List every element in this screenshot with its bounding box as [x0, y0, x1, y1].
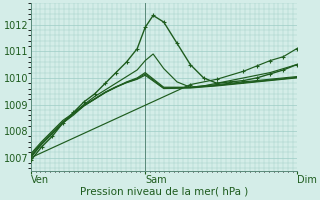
X-axis label: Pression niveau de la mer( hPa ): Pression niveau de la mer( hPa ) — [80, 187, 248, 197]
